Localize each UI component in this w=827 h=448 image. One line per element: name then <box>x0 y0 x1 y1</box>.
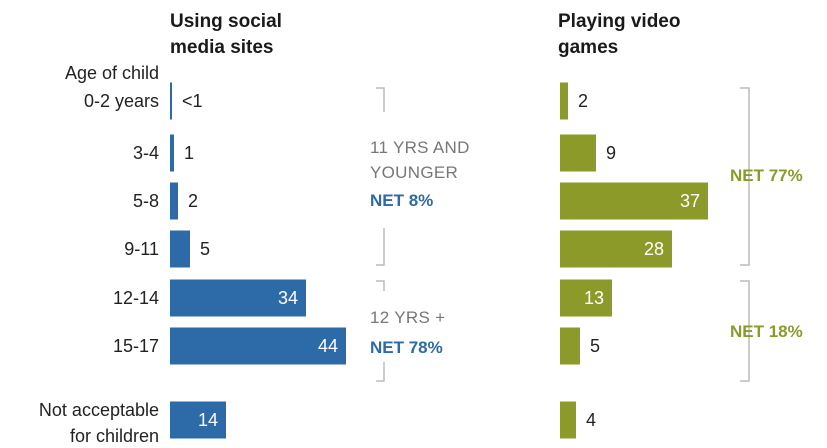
social-value-label: 2 <box>188 191 198 211</box>
bars <box>170 82 708 439</box>
social-bar <box>170 230 190 268</box>
social-value-label: 5 <box>200 239 210 259</box>
social-bar <box>170 401 226 439</box>
social-old-bracket-bottom <box>376 362 385 382</box>
games-bar <box>560 134 596 172</box>
social-bar <box>170 327 346 365</box>
category-label: 15-17 <box>113 336 159 356</box>
value-labels: <1 1 2 5 34 44 14 2 9 37 28 13 5 4 <box>182 91 700 430</box>
social-bar <box>170 134 174 172</box>
age-header: Age of child <box>65 63 159 83</box>
category-label: 0-2 years <box>84 91 159 111</box>
games-bar <box>560 279 612 317</box>
games-young-net: NET 77% <box>730 166 803 185</box>
games-value-label: 4 <box>586 410 596 430</box>
games-bar <box>560 182 708 220</box>
social-value-label: 14 <box>198 410 218 430</box>
category-label-extra: Not acceptable <box>39 400 159 420</box>
social-title-line1: Using social <box>170 11 282 32</box>
social-old-net: NET 78% <box>370 338 443 357</box>
category-label-extra: for children <box>70 426 159 446</box>
social-value-label: 44 <box>318 336 338 356</box>
social-bar <box>170 82 172 120</box>
brackets <box>376 87 750 382</box>
social-young-net: NET 8% <box>370 191 433 210</box>
games-young-bracket <box>740 87 750 266</box>
social-value-label: 1 <box>184 143 194 163</box>
games-bar <box>560 401 576 439</box>
games-bar <box>560 327 580 365</box>
social-old-label: 12 YRS + <box>370 308 445 327</box>
social-value-label: 34 <box>278 288 298 308</box>
category-labels: 0-2 years 3-4 5-8 9-11 12-14 15-17 Not accepta… <box>39 91 159 446</box>
games-value-label: 2 <box>578 91 588 111</box>
games-old-bracket <box>740 280 750 382</box>
social-young-bracket-top <box>376 87 385 112</box>
social-value-label: <1 <box>182 91 203 111</box>
social-young-label-line1: 11 YRS AND <box>370 138 470 157</box>
games-bar <box>560 230 672 268</box>
social-bar <box>170 279 306 317</box>
games-bar <box>560 82 568 120</box>
social-young-bracket-bottom <box>376 228 385 266</box>
category-label: 9-11 <box>124 239 159 259</box>
category-label: 3-4 <box>133 143 159 163</box>
social-title-line2: media sites <box>170 37 274 58</box>
games-value-label: 13 <box>584 288 604 308</box>
games-value-label: 5 <box>590 336 600 356</box>
social-bar <box>170 182 178 220</box>
category-label: 12-14 <box>113 288 159 308</box>
category-label: 5-8 <box>133 191 159 211</box>
social-young-label-line2: YOUNGER <box>370 163 458 182</box>
games-value-label: 37 <box>680 191 700 211</box>
games-title-line1: Playing video <box>558 11 680 32</box>
games-value-label: 28 <box>644 239 664 259</box>
games-old-net: NET 18% <box>730 322 803 341</box>
social-old-bracket-top <box>376 280 385 291</box>
games-title-line2: games <box>558 37 618 58</box>
games-value-label: 9 <box>606 143 616 163</box>
